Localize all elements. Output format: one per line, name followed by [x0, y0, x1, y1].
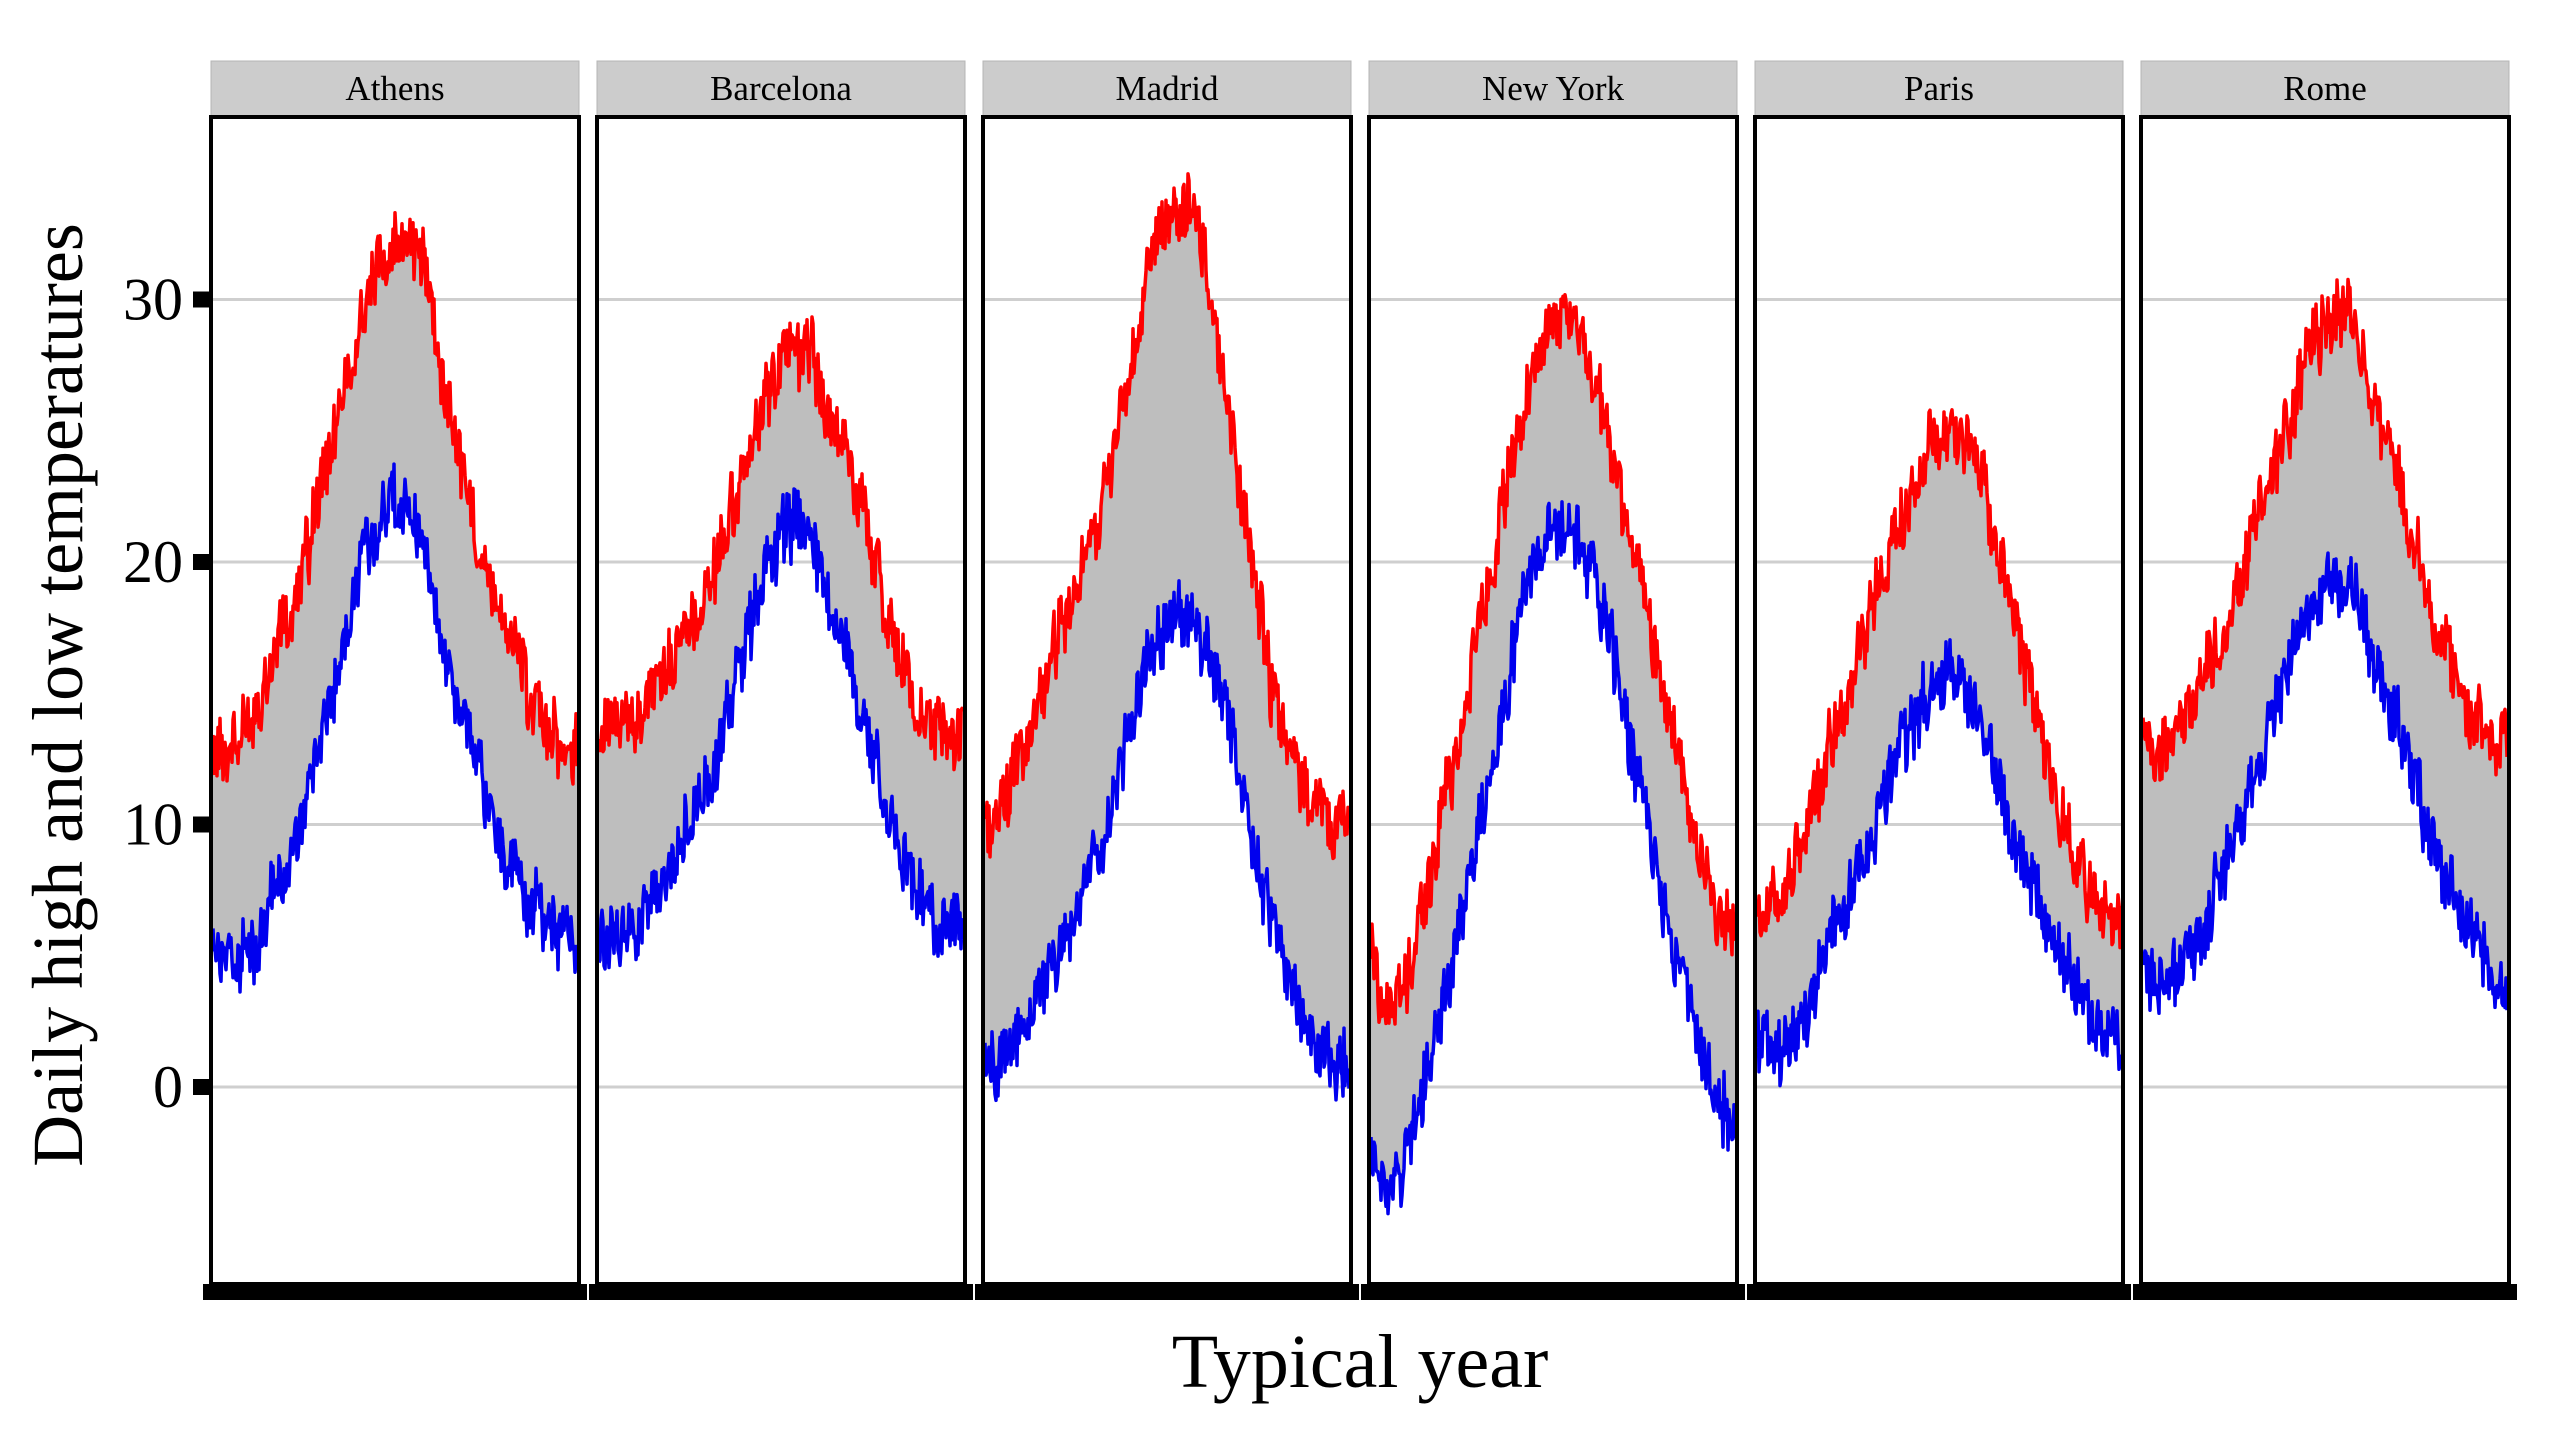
- panel-new-york: New York: [1361, 60, 1745, 1300]
- y-tick-mark-20: [193, 554, 210, 570]
- x-axis-bar: [1361, 1284, 1745, 1300]
- x-axis-bar: [975, 1284, 1359, 1300]
- facet-strip: [1754, 60, 2124, 118]
- temperature-range-band: [213, 212, 577, 992]
- y-tick-label-30: 30: [123, 267, 183, 333]
- y-tick-label-20: 20: [123, 529, 183, 595]
- low-temperature-line: [2141, 551, 2509, 1016]
- high-temperature-line: [1369, 292, 1737, 1026]
- x-axis-bar: [203, 1284, 587, 1300]
- facet-strip: [982, 60, 1352, 118]
- panel-barcelona: Barcelona: [589, 60, 973, 1300]
- y-tick-label-0: 0: [153, 1054, 183, 1120]
- facet-strip-label: Madrid: [1115, 69, 1219, 108]
- facet-strip-label: Paris: [1904, 69, 1974, 108]
- facet-strip-label: Rome: [2283, 69, 2367, 108]
- facet-strip-label: Barcelona: [710, 69, 852, 108]
- low-temperature-line: [983, 579, 1351, 1103]
- facet-strip-label: New York: [1482, 69, 1624, 108]
- y-tick-mark-30: [193, 291, 210, 308]
- y-axis: 0 10 20 30: [123, 267, 210, 1120]
- y-axis-title: Daily high and low temperatures: [18, 223, 98, 1167]
- low-temperature-line: [1755, 638, 2123, 1088]
- facet-strip: [210, 60, 580, 118]
- facet-panels: Athens Barcelona Madrid New York Paris Rome: [203, 60, 2517, 1300]
- x-axis-bar: [2133, 1284, 2517, 1300]
- y-tick-mark-0: [193, 1079, 210, 1095]
- low-temperature-line: [1369, 500, 1737, 1216]
- facet-strip: [596, 60, 966, 118]
- x-axis-bar: [1747, 1284, 2131, 1300]
- facet-strip-label: Athens: [345, 69, 444, 108]
- panel-athens: Athens: [203, 60, 587, 1300]
- facet-strip: [2140, 60, 2510, 118]
- high-temperature-line: [2141, 277, 2509, 783]
- high-temperature-line: [597, 315, 965, 772]
- panel-rome: Rome: [2133, 60, 2517, 1300]
- high-temperature-line: [211, 210, 579, 786]
- high-temperature-line: [1755, 408, 2123, 950]
- temperature-range-band: [1371, 294, 1735, 1214]
- y-tick-mark-10: [193, 816, 210, 833]
- y-tick-label-10: 10: [123, 792, 183, 858]
- x-axis-title: Typical year: [1172, 1320, 1549, 1404]
- panel-madrid: Madrid: [975, 60, 1359, 1300]
- temperature-range-band: [599, 317, 963, 969]
- facet-strip: [1368, 60, 1738, 118]
- panel-paris: Paris: [1747, 60, 2131, 1300]
- high-temperature-line: [983, 172, 1351, 861]
- low-temperature-line: [597, 487, 965, 971]
- x-axis-bar: [589, 1284, 973, 1300]
- low-temperature-line: [211, 462, 579, 994]
